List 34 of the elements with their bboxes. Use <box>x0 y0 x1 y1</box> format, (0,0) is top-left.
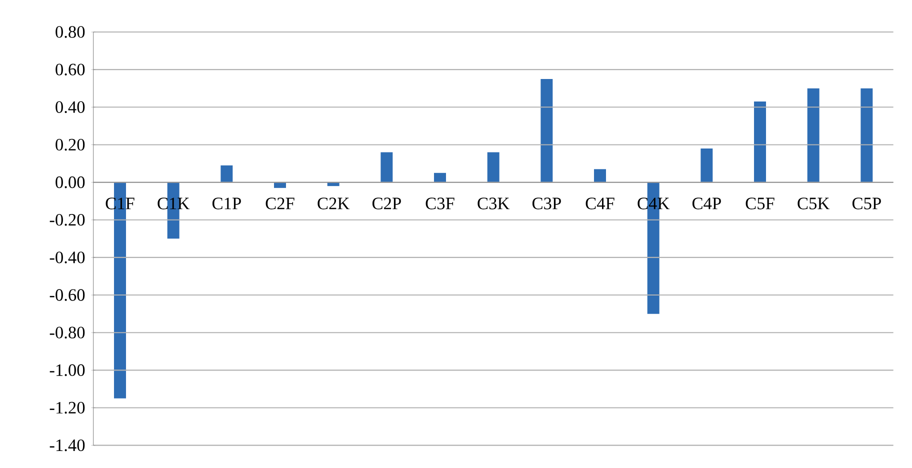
y-tick-label: -0.60 <box>50 289 85 301</box>
x-tick-label: C2K <box>318 198 350 210</box>
y-tick-label: -1.20 <box>50 402 85 414</box>
y-tick-label: -1.00 <box>50 364 85 376</box>
y-tick-label: 0.80 <box>56 26 85 38</box>
x-tick-label: C3F <box>426 198 454 210</box>
y-tick-label: 0.60 <box>56 64 85 76</box>
x-tick-label: C5K <box>798 198 830 210</box>
x-tick-label: C2P <box>372 198 401 210</box>
x-tick-label: C5P <box>852 198 881 210</box>
x-tick-label: C1P <box>212 198 241 210</box>
x-tick-label: C4P <box>692 198 721 210</box>
y-tick-label: -0.40 <box>50 252 85 264</box>
bar <box>487 152 500 182</box>
y-tick-label: 0.40 <box>56 101 85 114</box>
bar <box>860 88 873 182</box>
bar <box>380 152 393 182</box>
x-tick-label: C5F <box>746 198 774 210</box>
bar <box>700 148 713 182</box>
x-tick-label: C4F <box>586 198 614 210</box>
x-tick-label: C3P <box>532 198 561 210</box>
bar <box>434 172 446 182</box>
y-tick-label: 0.20 <box>56 138 85 151</box>
y-tick-label: -0.80 <box>50 326 85 338</box>
bar <box>220 165 233 182</box>
y-tick-label: -1.40 <box>50 439 85 452</box>
bar <box>807 88 820 182</box>
x-tick-label: C3K <box>478 198 510 210</box>
bar <box>754 102 766 182</box>
y-tick-label: 0.00 <box>56 176 85 188</box>
y-tick-label: -0.20 <box>50 214 85 226</box>
bar <box>540 78 553 182</box>
x-tick-label: C2F <box>266 198 294 210</box>
bar <box>594 169 606 182</box>
